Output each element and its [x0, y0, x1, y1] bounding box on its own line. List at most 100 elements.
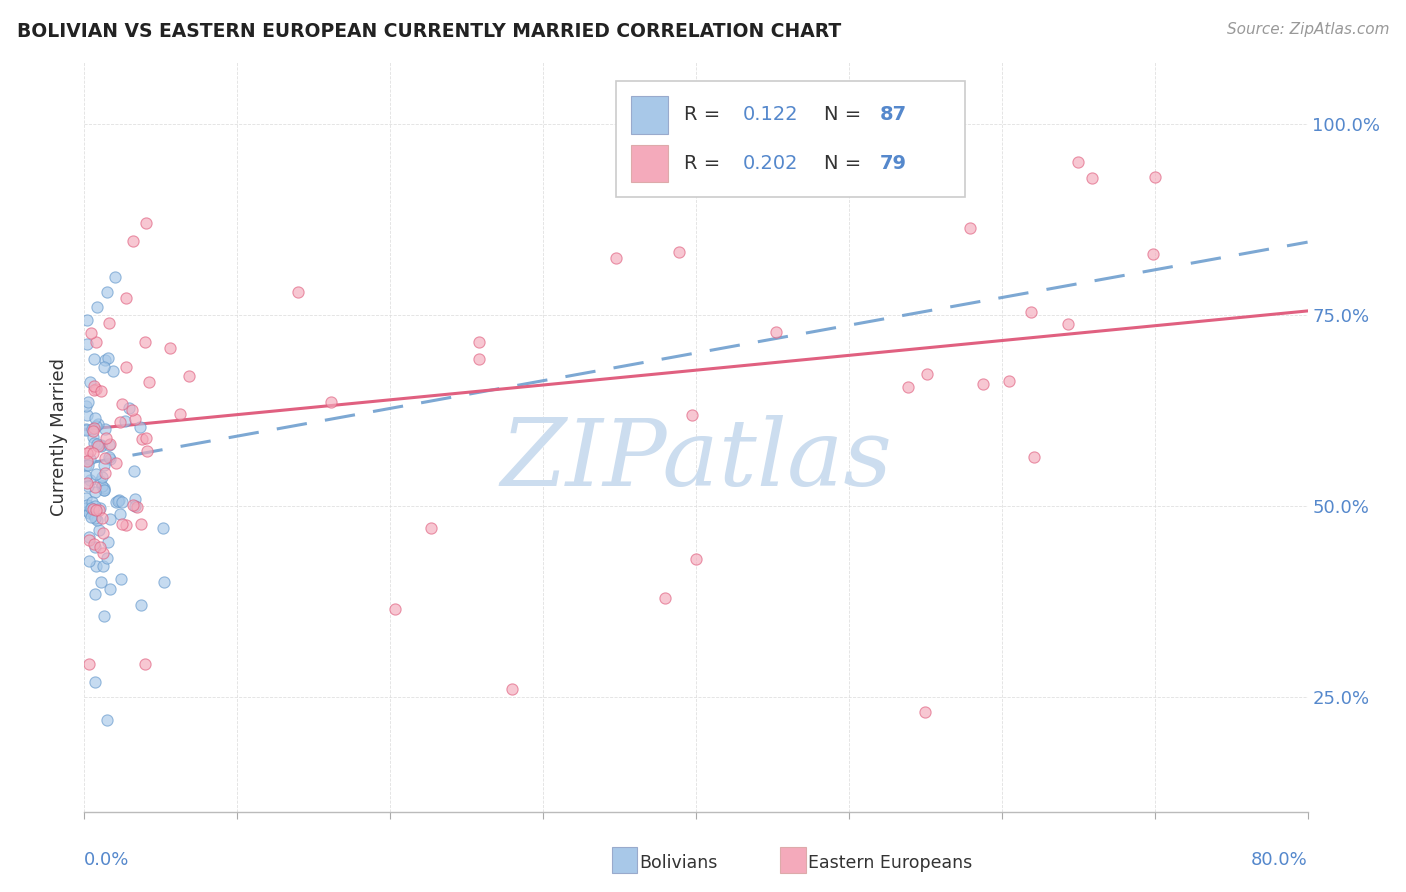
Point	[108, 415, 131, 429]
Y-axis label: Currently Married: Currently Married	[49, 358, 67, 516]
Point	[90, 478, 112, 492]
Point	[93, 450, 115, 465]
Point	[77, 458, 100, 472]
Point	[765, 326, 787, 340]
Point	[135, 216, 157, 230]
Point	[83, 485, 105, 500]
Point	[121, 403, 143, 417]
Point	[115, 291, 138, 305]
Point	[287, 285, 309, 299]
Point	[89, 540, 111, 554]
Point	[179, 368, 201, 383]
Point	[77, 554, 100, 568]
Point	[77, 531, 100, 545]
Point	[114, 414, 136, 428]
Point	[89, 474, 111, 488]
Point	[90, 575, 112, 590]
Point	[90, 510, 112, 524]
Point	[959, 221, 981, 235]
Point	[80, 495, 103, 509]
Point	[685, 552, 707, 566]
Text: ZIPatlas: ZIPatlas	[501, 415, 891, 505]
Point	[79, 451, 101, 466]
Point	[83, 675, 105, 690]
Point	[111, 397, 134, 411]
Point	[93, 483, 115, 497]
Point	[897, 380, 920, 394]
Point	[83, 499, 105, 513]
Text: Bolivians: Bolivians	[640, 854, 718, 871]
Point	[76, 498, 98, 512]
Point	[93, 481, 115, 495]
Point	[83, 537, 105, 551]
Point	[91, 526, 114, 541]
Point	[84, 511, 107, 525]
Point	[468, 334, 491, 349]
Text: 87: 87	[880, 105, 907, 124]
Point	[91, 559, 114, 574]
Point	[96, 285, 118, 299]
Point	[87, 523, 110, 537]
Point	[914, 706, 936, 720]
Text: Eastern Europeans: Eastern Europeans	[808, 854, 973, 871]
Point	[91, 470, 114, 484]
Point	[93, 359, 115, 374]
Point	[1143, 170, 1166, 185]
Point	[122, 234, 145, 248]
Point	[77, 504, 100, 518]
Point	[87, 417, 110, 432]
Point	[1142, 247, 1164, 261]
Point	[77, 657, 100, 671]
Point	[104, 495, 127, 509]
Point	[1022, 450, 1045, 464]
Point	[75, 491, 97, 506]
Point	[98, 451, 121, 466]
Point	[94, 431, 117, 445]
Point	[169, 407, 191, 421]
Point	[134, 657, 156, 671]
Bar	[631, 145, 668, 182]
Point	[115, 359, 138, 374]
Point	[124, 412, 146, 426]
Point	[420, 520, 443, 534]
Text: N =: N =	[824, 105, 868, 124]
Point	[80, 421, 103, 435]
Point	[84, 467, 107, 481]
Point	[82, 425, 104, 439]
Point	[79, 326, 101, 341]
Point	[76, 446, 98, 460]
Point	[93, 458, 115, 472]
Point	[90, 384, 112, 399]
Point	[97, 351, 120, 365]
Point	[83, 436, 105, 450]
Point	[94, 466, 117, 480]
Point	[93, 483, 115, 497]
Point	[84, 382, 107, 396]
Point	[84, 419, 107, 434]
Point	[682, 408, 704, 422]
Point	[79, 375, 101, 389]
Point	[84, 559, 107, 574]
Point	[84, 502, 107, 516]
Point	[75, 422, 97, 436]
Point	[75, 423, 97, 437]
Point	[118, 401, 141, 415]
Text: Source: ZipAtlas.com: Source: ZipAtlas.com	[1226, 22, 1389, 37]
Point	[1021, 305, 1043, 319]
Point	[384, 602, 406, 616]
Point	[75, 458, 97, 472]
Point	[915, 368, 938, 382]
Text: 0.202: 0.202	[742, 154, 799, 173]
Point	[82, 501, 104, 516]
Bar	[631, 96, 668, 134]
Point	[122, 498, 145, 512]
Point	[124, 491, 146, 506]
Point	[104, 456, 127, 470]
Point	[75, 469, 97, 483]
Point	[502, 682, 524, 697]
Point	[605, 251, 627, 265]
Point	[83, 508, 105, 523]
Point	[80, 509, 103, 524]
Point	[84, 480, 107, 494]
Point	[97, 316, 120, 330]
